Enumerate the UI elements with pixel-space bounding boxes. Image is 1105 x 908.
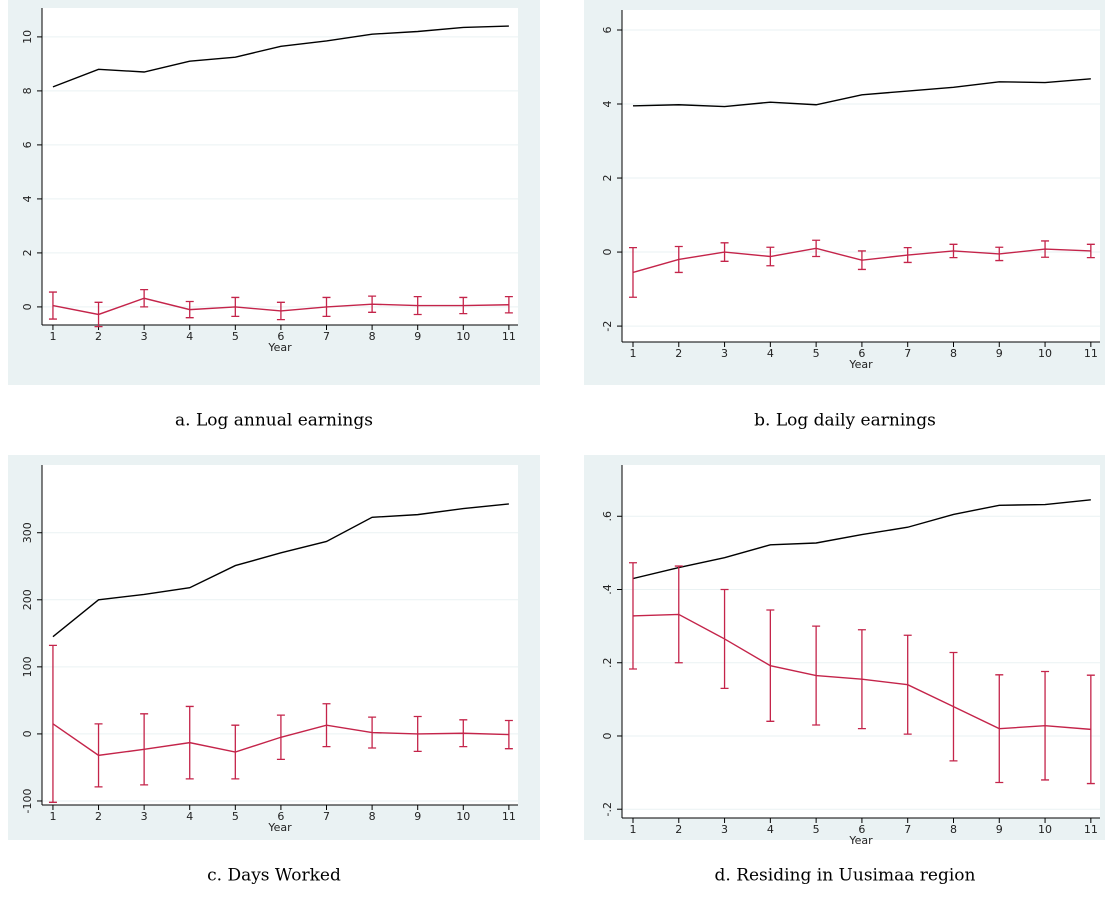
x-tick-label: 6 [277,810,284,823]
x-axis-label: Year [267,341,292,354]
y-tick-label: 100 [21,656,34,677]
x-tick-label: 2 [675,347,682,360]
x-tick-label: 10 [1038,347,1052,360]
y-tick-label: 6 [21,141,34,148]
series-line [52,503,509,638]
y-tick-label: 300 [21,522,34,543]
x-tick-label: 10 [456,810,470,823]
plot-area [622,465,1100,818]
x-tick-label: 7 [323,330,330,343]
x-tick-label: 9 [996,823,1003,836]
plot-area [622,10,1100,342]
x-tick-label: 11 [502,330,516,343]
x-tick-label: 6 [858,347,865,360]
x-axis-label: Year [267,821,292,834]
y-tick-label: 6 [601,26,614,33]
x-axis-label: Year [848,834,873,847]
x-tick-label: 4 [767,347,774,360]
y-tick-label: .4 [601,584,614,595]
y-tick-label: 4 [21,195,34,202]
x-tick-label: 8 [369,330,376,343]
x-tick-label: 2 [675,823,682,836]
x-tick-label: 9 [996,347,1003,360]
x-tick-label: 5 [813,823,820,836]
x-tick-label: 8 [950,823,957,836]
series-line [52,25,509,88]
y-tick-label: .2 [601,657,614,668]
x-tick-label: 3 [721,347,728,360]
y-tick-label: 4 [601,101,614,108]
x-tick-label: 6 [277,330,284,343]
x-tick-label: 7 [904,823,911,836]
x-tick-label: 8 [369,810,376,823]
x-tick-label: 1 [49,810,56,823]
series-line [632,613,1091,731]
y-tick-label: -.2 [601,802,614,816]
x-tick-label: 5 [232,810,239,823]
x-tick-label: 1 [49,330,56,343]
y-tick-label: -100 [21,788,34,813]
series-line [632,247,1091,274]
x-tick-label: 3 [141,810,148,823]
x-tick-label: 2 [95,330,102,343]
caption: d. Residing in Uusimaa region [715,866,976,886]
y-tick-label: 2 [21,249,34,256]
series-line [632,499,1091,580]
series-line [52,297,509,316]
x-tick-label: 4 [186,810,193,823]
series-line [632,78,1091,108]
y-tick-label: 10 [21,30,34,44]
y-tick-label: .6 [601,511,614,522]
caption: c. Days Worked [207,866,341,886]
y-tick-label: -2 [601,321,614,332]
x-tick-label: 1 [629,347,636,360]
x-tick-label: 7 [904,347,911,360]
x-tick-label: 7 [323,810,330,823]
plot-area [42,465,518,805]
x-tick-label: 5 [813,347,820,360]
x-tick-label: 1 [629,823,636,836]
y-tick-label: 200 [21,589,34,610]
x-tick-label: 3 [141,330,148,343]
x-tick-label: 10 [456,330,470,343]
x-tick-label: 6 [858,823,865,836]
x-tick-label: 11 [1084,347,1098,360]
x-tick-label: 4 [767,823,774,836]
x-tick-label: 11 [1084,823,1098,836]
x-tick-label: 9 [414,810,421,823]
error-bar [48,644,57,803]
x-tick-label: 11 [502,810,516,823]
x-tick-label: 10 [1038,823,1052,836]
plot-area [42,8,518,325]
y-tick-label: 0 [601,732,614,739]
y-tick-label: 8 [21,87,34,94]
y-tick-label: 0 [21,303,34,310]
x-tick-label: 9 [414,330,421,343]
x-axis-label: Year [848,358,873,371]
y-tick-label: 2 [601,175,614,182]
series-line [52,723,509,757]
caption: b. Log daily earnings [754,411,936,431]
x-tick-label: 5 [232,330,239,343]
y-tick-label: 0 [601,249,614,256]
x-tick-label: 8 [950,347,957,360]
x-tick-label: 3 [721,823,728,836]
x-tick-label: 4 [186,330,193,343]
caption: a. Log annual earnings [175,411,373,431]
x-tick-label: 2 [95,810,102,823]
y-tick-label: 0 [21,730,34,737]
